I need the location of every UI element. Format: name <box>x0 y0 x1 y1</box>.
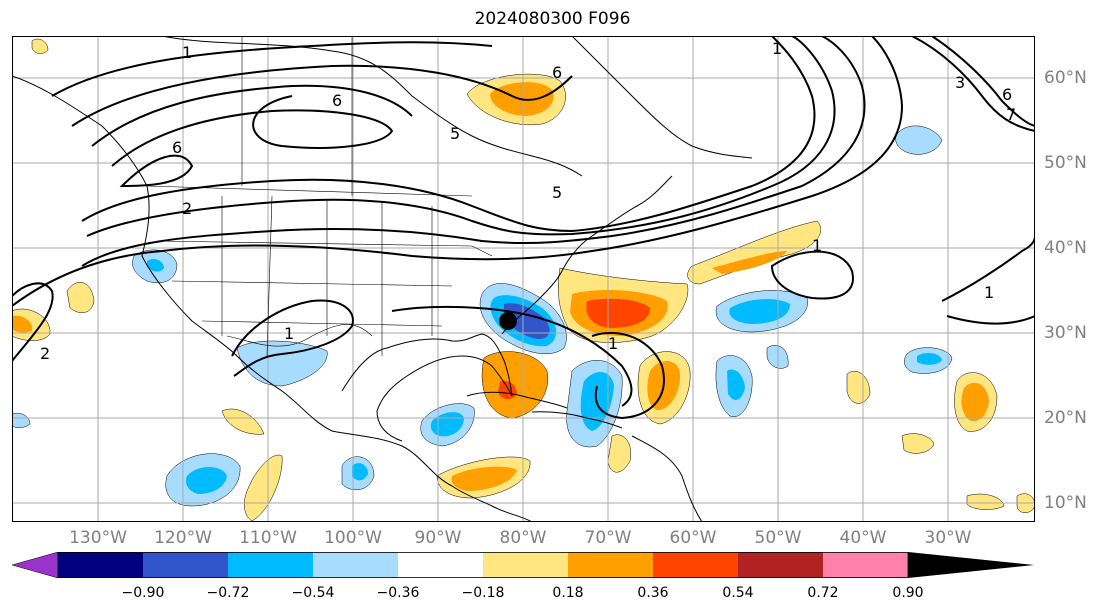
lon-label-50w: 50°W <box>754 528 802 548</box>
colorbar-segment <box>483 552 568 578</box>
colorbar-tick-label: 0.18 <box>552 585 584 601</box>
contour-label: 1 <box>984 283 994 302</box>
map-title: 2024080300 F096 <box>474 9 631 29</box>
colorbar-segment <box>58 552 143 578</box>
colorbar-segment <box>12 552 59 578</box>
contour-label: 1 <box>812 236 822 255</box>
graticule <box>12 36 1035 522</box>
contour-lines <box>12 36 1035 420</box>
lon-label-30w: 30°W <box>924 528 972 548</box>
lat-label-50n: 50°N <box>1044 153 1087 173</box>
map-canvas: 1 6 6 6 5 2 2 1 1 3 6 7 1 1 1 5 <box>12 36 1035 522</box>
colorbar-tick-label: −0.54 <box>291 585 335 601</box>
colorbar-segment <box>398 552 483 578</box>
lat-label-40n: 40°N <box>1044 238 1087 258</box>
contour-label: 6 <box>1002 85 1012 104</box>
colorbar-tick-label: 0.36 <box>637 585 669 601</box>
political-boundaries <box>146 36 493 357</box>
contour-label: 3 <box>955 73 965 92</box>
contour-label: 2 <box>40 344 50 363</box>
lon-label-70w: 70°W <box>584 528 632 548</box>
contour-label: 1 <box>182 43 192 62</box>
lon-label-60w: 60°W <box>669 528 717 548</box>
colorbar-tick-label: −0.36 <box>376 585 420 601</box>
colorbar-segment <box>228 552 313 578</box>
colorbar-segment <box>908 552 1034 578</box>
lon-label-130w: 130°W <box>69 528 127 548</box>
storm-center-marker <box>499 312 517 330</box>
lon-label-80w: 80°W <box>499 528 547 548</box>
lat-label-20n: 20°N <box>1044 408 1087 428</box>
colorbar-segment <box>738 552 823 578</box>
colorbar-tick-label: −0.90 <box>121 585 165 601</box>
contour-label: 6 <box>552 63 562 82</box>
lat-label-10n: 10°N <box>1044 493 1087 513</box>
contour-label: 6 <box>332 91 342 110</box>
colorbar-segment <box>568 552 653 578</box>
colorbar <box>12 552 1034 578</box>
contour-label: 1 <box>608 334 618 353</box>
lat-label-60n: 60°N <box>1044 68 1087 88</box>
contour-label-group: 1 6 6 6 5 2 2 1 1 3 6 7 1 1 1 5 <box>40 39 1016 363</box>
lon-label-40w: 40°W <box>839 528 887 548</box>
contour-label: 5 <box>552 183 562 202</box>
colorbar-tick-label: 0.90 <box>892 585 924 601</box>
colorbar-tick-label: −0.72 <box>206 585 250 601</box>
colorbar-tick-label: 0.54 <box>722 585 754 601</box>
colorbar-tick-label: −0.18 <box>461 585 505 601</box>
colorbar-segment <box>823 552 908 578</box>
colorbar-segment <box>653 552 738 578</box>
contour-label: 2 <box>182 199 192 218</box>
contour-label: 1 <box>284 324 294 343</box>
lon-label-100w: 100°W <box>324 528 382 548</box>
lon-label-90w: 90°W <box>414 528 462 548</box>
contour-label: 7 <box>1006 105 1016 124</box>
map-border <box>12 36 1035 522</box>
contour-label: 6 <box>172 138 182 157</box>
contour-label: 5 <box>450 124 460 143</box>
colorbar-tick-label: 0.72 <box>807 585 839 601</box>
colorbar-segment <box>143 552 228 578</box>
lat-label-30n: 30°N <box>1044 323 1087 343</box>
contour-label: 1 <box>772 39 782 58</box>
lon-label-120w: 120°W <box>154 528 212 548</box>
colorbar-segment <box>313 552 398 578</box>
lon-label-110w: 110°W <box>239 528 297 548</box>
